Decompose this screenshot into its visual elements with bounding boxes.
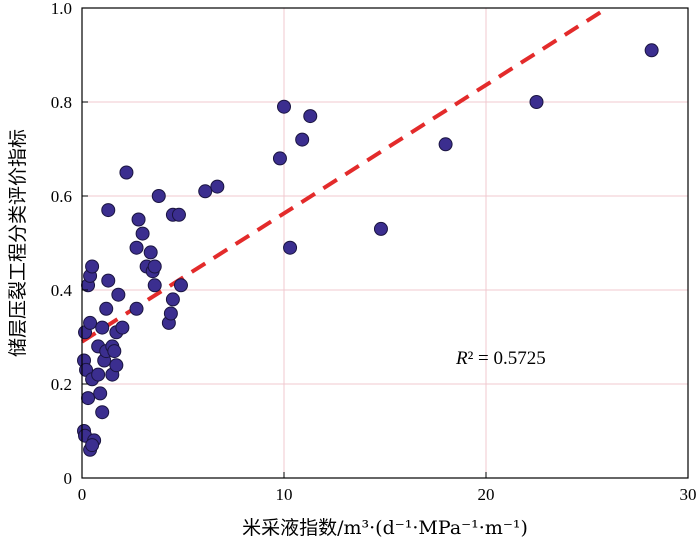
y-tick-label: 0.6 bbox=[51, 187, 72, 206]
r2-annotation: R² = 0.5725 bbox=[455, 348, 546, 369]
data-point bbox=[295, 132, 310, 147]
data-point bbox=[101, 203, 116, 218]
data-point bbox=[171, 207, 186, 222]
data-point bbox=[151, 189, 166, 203]
data-point bbox=[95, 405, 110, 420]
data-point bbox=[99, 301, 114, 316]
data-point bbox=[373, 221, 388, 236]
data-point bbox=[115, 320, 130, 335]
data-point bbox=[101, 273, 116, 288]
data-point bbox=[438, 137, 453, 152]
data-point bbox=[83, 315, 98, 330]
data-point bbox=[95, 320, 110, 335]
data-point bbox=[143, 245, 158, 260]
data-point bbox=[173, 278, 188, 293]
data-point bbox=[165, 292, 180, 307]
x-axis-title: 米采液指数/m³·(d⁻¹·MPa⁻¹·m⁻¹) bbox=[242, 517, 528, 539]
data-points bbox=[77, 43, 659, 457]
data-point bbox=[119, 165, 134, 180]
data-point bbox=[109, 358, 124, 373]
data-point bbox=[111, 287, 126, 302]
x-tick-label: 30 bbox=[680, 485, 697, 504]
x-tick-label: 20 bbox=[478, 485, 495, 504]
data-point bbox=[283, 240, 298, 255]
data-point bbox=[198, 184, 213, 199]
x-tick-label: 0 bbox=[78, 485, 87, 504]
data-point bbox=[129, 301, 144, 316]
y-tick-label: 0.2 bbox=[51, 375, 72, 394]
y-axis-title: 储层压裂工程分类评价指标 bbox=[7, 129, 29, 357]
y-tick-label: 0.4 bbox=[51, 281, 73, 300]
data-point bbox=[81, 391, 96, 406]
data-point bbox=[303, 109, 318, 124]
data-point bbox=[272, 151, 287, 166]
data-point bbox=[277, 99, 291, 114]
data-point bbox=[644, 43, 659, 58]
x-tick-label: 10 bbox=[276, 485, 293, 504]
data-point bbox=[131, 212, 146, 227]
data-point bbox=[91, 367, 106, 382]
data-point bbox=[210, 179, 225, 194]
data-point bbox=[163, 306, 178, 321]
data-point bbox=[147, 278, 162, 293]
data-point bbox=[93, 386, 108, 401]
data-point bbox=[107, 344, 122, 359]
data-point bbox=[85, 438, 100, 453]
data-point bbox=[135, 226, 150, 241]
plot-frame bbox=[81, 7, 689, 479]
data-point bbox=[147, 259, 162, 274]
data-point bbox=[129, 240, 144, 255]
y-tick-label: 1.0 bbox=[51, 0, 72, 18]
data-point bbox=[529, 95, 544, 109]
axis-ticks: 0 10 20 30 0 0.2 0.4 0.6 0.8 1.0 bbox=[51, 0, 697, 504]
y-tick-label: 0 bbox=[64, 469, 73, 488]
y-tick-label: 0.8 bbox=[51, 93, 72, 112]
data-point bbox=[85, 259, 100, 274]
